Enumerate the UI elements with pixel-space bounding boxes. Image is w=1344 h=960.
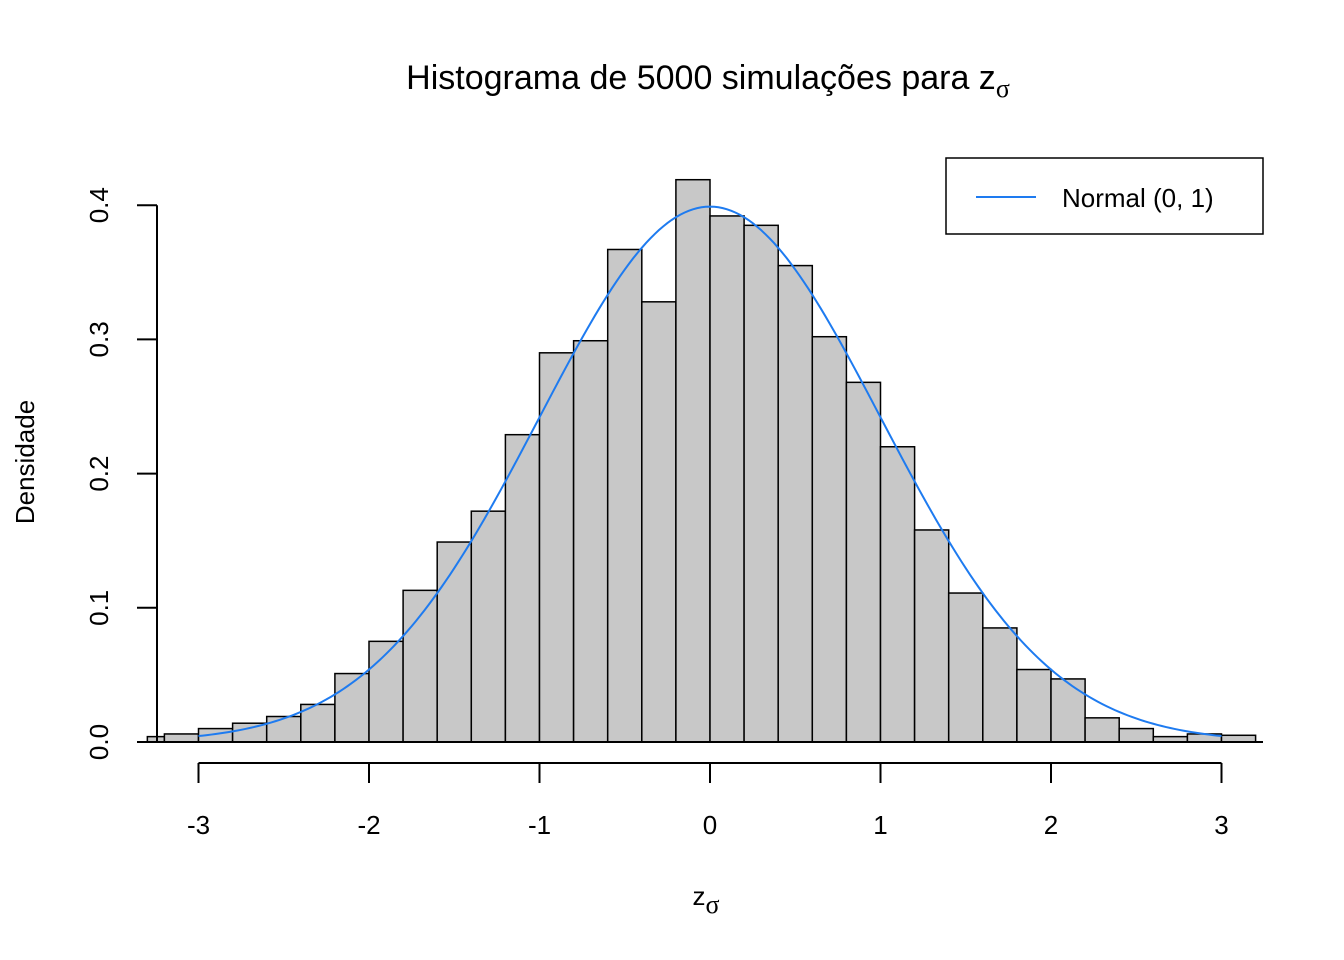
y-tick-label: 0.2 xyxy=(84,456,114,492)
x-tick-label: -2 xyxy=(357,810,380,840)
normal-curve xyxy=(198,205,1222,738)
x-tick-label: 1 xyxy=(873,810,887,840)
histogram-bar xyxy=(1084,717,1120,743)
x-axis-label-text: z xyxy=(692,881,705,911)
x-tick-label: 0 xyxy=(703,810,717,840)
y-tick-label: 0.0 xyxy=(84,724,114,760)
chart-title-subscript: σ xyxy=(996,74,1010,103)
chart-title: Histograma de 5000 simulações para zσ xyxy=(406,59,1010,103)
histogram-bar xyxy=(538,352,575,743)
x-axis-label-subscript: σ xyxy=(705,890,719,919)
histogram-bar xyxy=(606,248,643,743)
histogram-bar xyxy=(913,529,950,743)
histogram-bar xyxy=(811,335,848,743)
histogram-bar xyxy=(1050,678,1086,743)
normal-curve-layer xyxy=(198,205,1222,738)
histogram-bar xyxy=(743,224,779,743)
y-axis-label: Densidade xyxy=(10,400,40,524)
x-tick-label: 2 xyxy=(1044,810,1058,840)
histogram-bar xyxy=(470,510,507,743)
legend: Normal (0, 1) xyxy=(945,157,1264,235)
histogram-bar xyxy=(436,541,473,743)
histogram-bar xyxy=(265,715,302,743)
y-tick-label: 0.1 xyxy=(84,590,114,626)
legend-label: Normal (0, 1) xyxy=(1062,183,1214,213)
histogram-bar xyxy=(641,301,677,743)
histogram-bar xyxy=(1220,734,1257,743)
histogram-bar xyxy=(504,433,541,743)
x-tick-label: -3 xyxy=(187,810,210,840)
histogram-bar xyxy=(982,627,1018,743)
x-axis: -3 -2 -1 0 1 2 3 xyxy=(187,762,1229,840)
histogram-bar xyxy=(1118,727,1155,743)
chart-title-text: Histograma de 5000 simulações para z xyxy=(406,59,996,97)
svg-text:zσ: zσ xyxy=(692,881,719,919)
y-tick-label: 0.4 xyxy=(84,187,114,223)
x-tick-label: -1 xyxy=(528,810,551,840)
svg-text:Histograma de 5000 simulações: Histograma de 5000 simulações para zσ xyxy=(406,59,1010,103)
histogram-bar xyxy=(879,446,916,743)
histogram-bar xyxy=(572,339,609,743)
histogram-bar xyxy=(845,381,882,743)
histogram-bar xyxy=(1016,668,1052,743)
histogram-bar xyxy=(675,178,711,743)
histogram-bar xyxy=(163,733,200,743)
histogram-bar xyxy=(334,672,370,743)
histogram-bar xyxy=(709,215,745,743)
y-tick-label: 0.3 xyxy=(84,321,114,357)
histogram-bar xyxy=(402,589,438,743)
histogram-bars xyxy=(146,178,1257,743)
histogram-bar xyxy=(368,640,404,743)
histogram-bar xyxy=(947,592,984,743)
x-tick-label: 3 xyxy=(1214,810,1228,840)
x-axis-label: zσ xyxy=(692,881,719,919)
y-axis: 0.0 0.1 0.2 0.3 0.4 xyxy=(84,187,158,760)
histogram-bar xyxy=(777,264,814,743)
